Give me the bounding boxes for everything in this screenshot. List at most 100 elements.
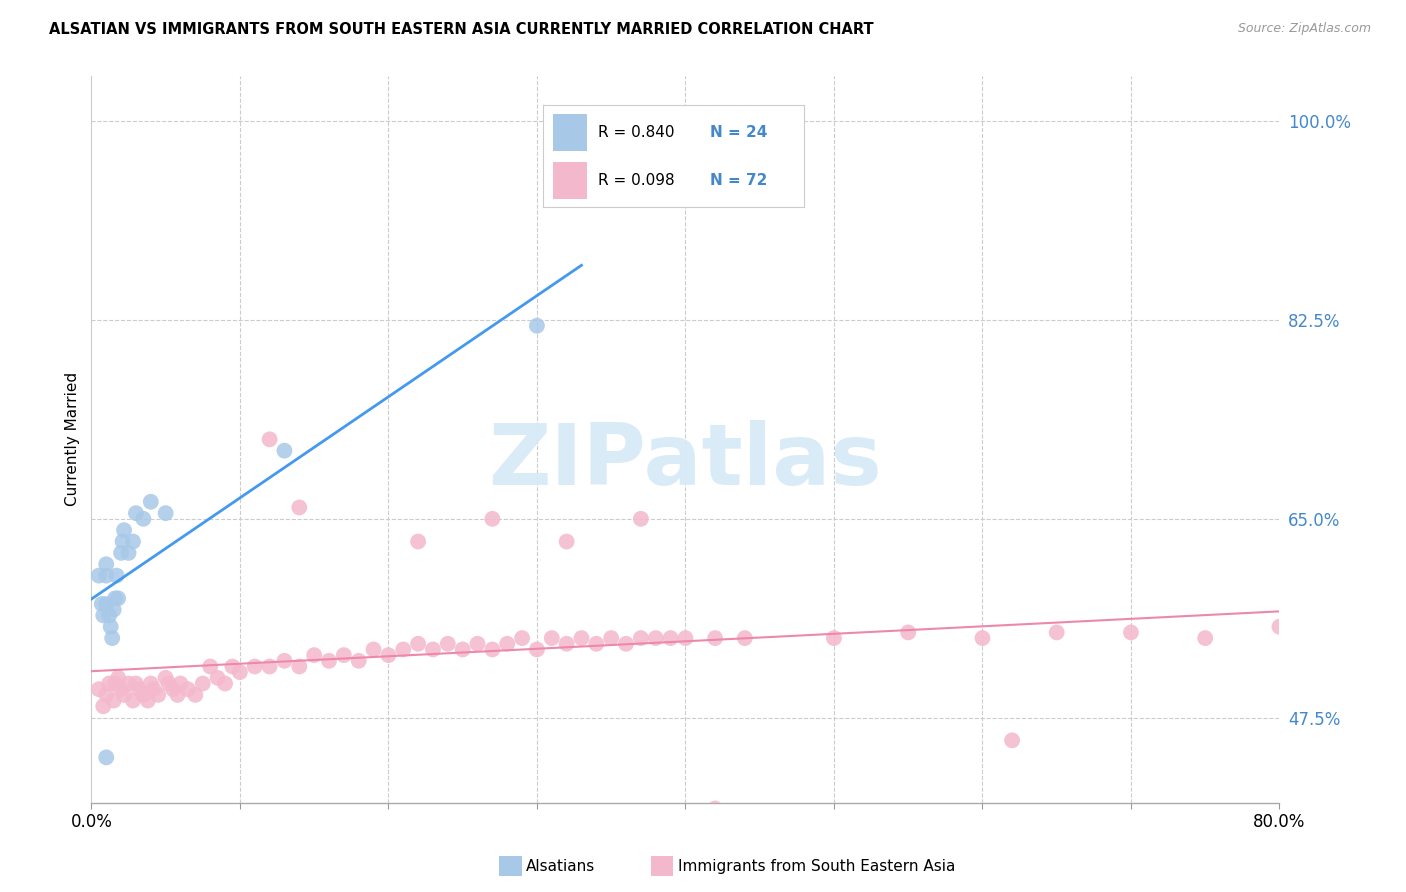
Point xyxy=(273,443,295,458)
Point xyxy=(318,654,340,668)
Point xyxy=(111,534,134,549)
Point xyxy=(392,642,415,657)
Point xyxy=(100,620,122,634)
Point xyxy=(630,512,652,526)
Point xyxy=(117,676,139,690)
Point xyxy=(157,676,180,690)
Point xyxy=(704,631,727,645)
Point xyxy=(734,631,756,645)
Point xyxy=(155,506,177,520)
Point xyxy=(1001,733,1024,747)
Point xyxy=(98,608,121,623)
Point xyxy=(600,631,623,645)
Point xyxy=(87,568,110,582)
Point xyxy=(132,512,155,526)
Point xyxy=(91,608,114,623)
Point xyxy=(510,631,533,645)
Point xyxy=(136,693,159,707)
Text: Alsatians: Alsatians xyxy=(526,859,595,873)
Point xyxy=(347,654,370,668)
Point xyxy=(540,631,562,645)
Point xyxy=(122,693,145,707)
Point xyxy=(98,676,121,690)
Point xyxy=(555,534,578,549)
Point xyxy=(221,659,243,673)
Point xyxy=(377,648,399,662)
Point xyxy=(704,801,727,815)
Point xyxy=(571,631,593,645)
Point xyxy=(243,659,266,673)
Point xyxy=(112,523,135,537)
Point xyxy=(972,631,994,645)
Point xyxy=(101,631,124,645)
Point xyxy=(139,676,162,690)
Point xyxy=(363,642,385,657)
Text: ALSATIAN VS IMMIGRANTS FROM SOUTH EASTERN ASIA CURRENTLY MARRIED CORRELATION CHA: ALSATIAN VS IMMIGRANTS FROM SOUTH EASTER… xyxy=(49,22,875,37)
Point xyxy=(630,631,652,645)
Point xyxy=(125,676,148,690)
Point xyxy=(128,682,150,697)
Point xyxy=(96,750,118,764)
Point xyxy=(110,682,132,697)
Point xyxy=(96,688,118,702)
Point xyxy=(104,591,127,606)
Point xyxy=(132,688,155,702)
Point xyxy=(207,671,229,685)
Point xyxy=(139,495,162,509)
Point xyxy=(125,506,148,520)
Point xyxy=(96,597,118,611)
Point xyxy=(107,671,129,685)
Point xyxy=(467,637,489,651)
Point xyxy=(614,637,637,651)
Point xyxy=(333,648,356,662)
Point xyxy=(673,631,696,645)
Point xyxy=(1119,625,1142,640)
Point xyxy=(644,631,666,645)
Y-axis label: Currently Married: Currently Married xyxy=(65,372,80,507)
Text: ZIPatlas: ZIPatlas xyxy=(488,419,883,502)
Point xyxy=(555,637,578,651)
Point xyxy=(169,676,191,690)
Point xyxy=(177,682,200,697)
Point xyxy=(142,682,165,697)
Point xyxy=(897,625,920,640)
Point xyxy=(288,659,311,673)
Point xyxy=(585,637,607,651)
Point xyxy=(214,676,236,690)
Point xyxy=(436,637,458,651)
Point xyxy=(112,688,135,702)
Point xyxy=(259,433,281,447)
Point xyxy=(481,642,503,657)
Point xyxy=(406,637,429,651)
Point xyxy=(104,676,127,690)
Point xyxy=(103,603,125,617)
Point xyxy=(162,682,184,697)
Point xyxy=(1268,620,1291,634)
Point xyxy=(191,676,214,690)
Point xyxy=(422,642,444,657)
Point xyxy=(166,688,188,702)
Point xyxy=(200,659,222,673)
Point xyxy=(90,597,112,611)
Point xyxy=(117,546,139,560)
Point xyxy=(451,642,474,657)
Point xyxy=(406,534,429,549)
Point xyxy=(526,318,548,333)
Point xyxy=(259,659,281,673)
Point xyxy=(148,688,170,702)
Point xyxy=(103,693,125,707)
Point xyxy=(288,500,311,515)
Point xyxy=(105,568,128,582)
Point xyxy=(496,637,519,651)
Point xyxy=(526,642,548,657)
Point xyxy=(184,688,207,702)
Point xyxy=(273,654,295,668)
Point xyxy=(229,665,252,680)
Point xyxy=(91,699,114,714)
Point xyxy=(107,591,129,606)
Point xyxy=(96,558,118,572)
Point xyxy=(1194,631,1216,645)
Point xyxy=(823,631,845,645)
Point xyxy=(659,631,682,645)
Point xyxy=(122,534,145,549)
